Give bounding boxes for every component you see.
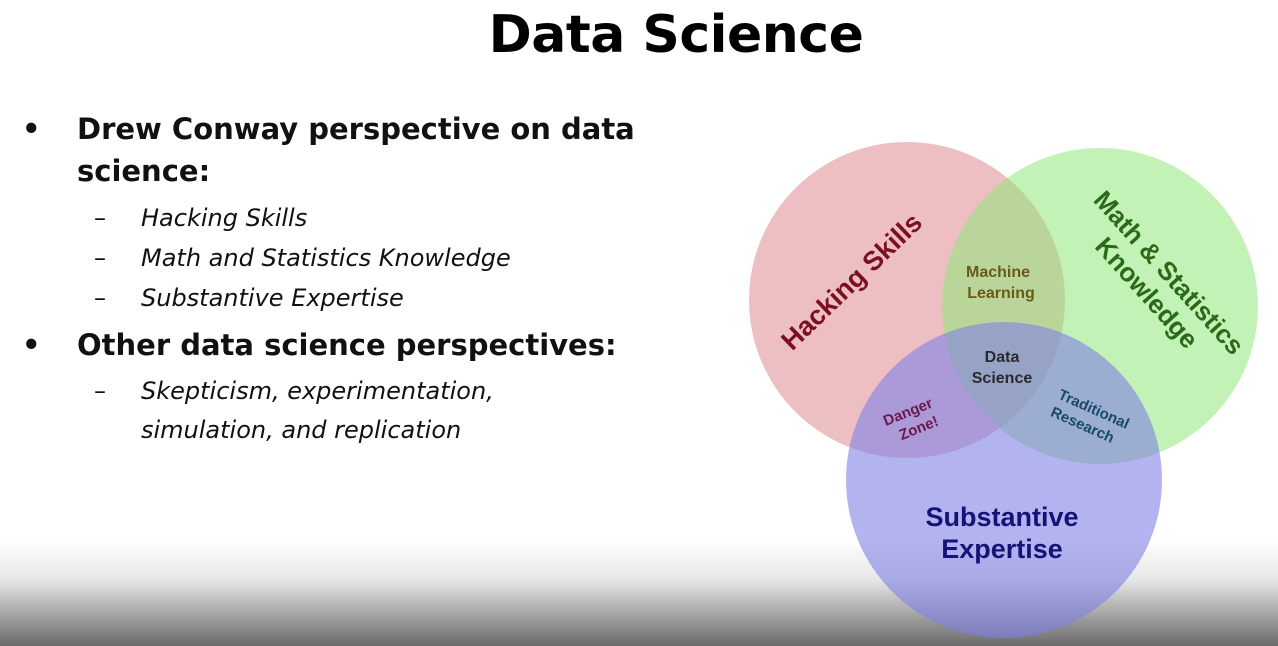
bullet-list: • Drew Conway perspective on data scienc… xyxy=(0,108,700,450)
bullet-text: Other data science perspectives: xyxy=(77,328,617,362)
dash-icon: – xyxy=(94,244,106,272)
bullet-dot-icon: • xyxy=(22,112,41,146)
bullet-item: • Drew Conway perspective on data scienc… xyxy=(0,108,700,192)
dash-icon: – xyxy=(94,204,106,232)
venn-label-substantive-line2: Expertise xyxy=(941,534,1063,564)
bullet-item: • Other data science perspectives: xyxy=(0,324,700,366)
sub-bullet-text: Hacking Skills xyxy=(141,204,308,232)
sub-bullet-text: Substantive Expertise xyxy=(141,284,404,312)
venn-label-data-science-line2: Science xyxy=(972,370,1033,387)
venn-label-machine-learning-line1: Machine xyxy=(966,264,1030,281)
bullet-dot-icon: • xyxy=(22,328,41,362)
sub-bullet-text: Math and Statistics Knowledge xyxy=(141,244,511,272)
bullet-text: Drew Conway perspective on data science: xyxy=(77,112,635,188)
dash-icon: – xyxy=(94,377,106,405)
venn-label-substantive-line1: Substantive xyxy=(925,502,1078,532)
venn-label-machine-learning-line2: Learning xyxy=(967,285,1035,302)
sub-bullet-item: – Substantive Expertise xyxy=(0,278,591,318)
sub-bullet-item: – Hacking Skills xyxy=(0,198,591,238)
venn-circle-substantive xyxy=(846,322,1162,638)
sub-bullet-item: – Skepticism, experimentation, simulatio… xyxy=(0,372,541,450)
venn-label-data-science-line1: Data xyxy=(985,349,1020,366)
sub-bullet-item: – Math and Statistics Knowledge xyxy=(0,238,591,278)
dash-icon: – xyxy=(94,284,106,312)
slide-title: Data Science xyxy=(488,5,864,65)
venn-diagram: Hacking Skills Math & Statistics Knowled… xyxy=(749,142,1258,638)
sub-bullet-text: Skepticism, experimentation, simulation,… xyxy=(141,377,494,444)
